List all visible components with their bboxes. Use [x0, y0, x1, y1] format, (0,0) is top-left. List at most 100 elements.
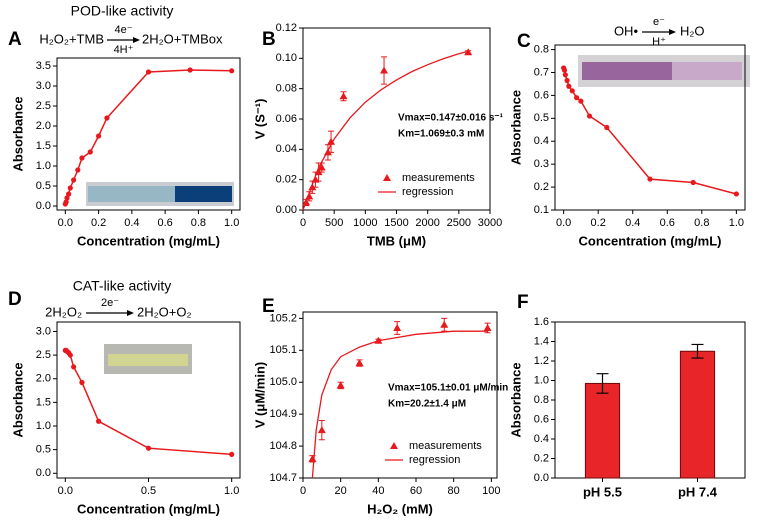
data-point [67, 352, 73, 358]
y-tick-label: 104.8 [269, 440, 297, 452]
legend-swatch [390, 442, 398, 449]
x-tick-label: 0.8 [191, 217, 206, 229]
legend-label: regression [402, 186, 453, 198]
data-point [95, 418, 102, 424]
y-tick-label: 3.0 [36, 325, 51, 337]
x-tick-label: 3000 [478, 217, 502, 229]
y-tick-label: 0.5 [36, 180, 51, 192]
y-tick-label: 105.0 [269, 376, 297, 388]
x-tick-label: 100 [482, 485, 500, 497]
y-tick-label: 2.5 [36, 349, 51, 361]
y-tick-label: 1.5 [36, 140, 51, 152]
arrow-head [669, 29, 676, 35]
y-tick-label: 0.02 [276, 174, 297, 186]
x-tick-label: 0.6 [157, 217, 172, 229]
y-tick-label: 0.2 [534, 181, 549, 193]
annotation: Km=1.069±0.3 mM [398, 129, 484, 140]
data-point [64, 195, 70, 201]
x-tick-label: pH 7.4 [678, 484, 718, 499]
y-tick-label: 105.2 [269, 312, 297, 324]
x-tick-label: 20 [335, 485, 347, 497]
data-point [71, 364, 77, 370]
y-tick-label: 0.0 [36, 467, 51, 479]
data-point [440, 320, 449, 328]
reaction-above: 2e⁻ [101, 297, 119, 309]
data-point [647, 176, 653, 182]
data-point [561, 67, 568, 73]
arrow-head [127, 310, 134, 316]
x-axis-label: Concentration (mg/mL) [579, 233, 722, 248]
data-point [578, 98, 584, 104]
data-point [75, 167, 81, 173]
y-axis-label: Absorbance [10, 96, 25, 171]
annotation: Vmax=105.1±0.01 μM/min [388, 383, 508, 394]
panel-letter: D [8, 289, 22, 310]
x-tick-label: 500 [325, 217, 343, 229]
inset-vials-dark [175, 186, 232, 202]
y-tick-label: 0.4 [534, 433, 549, 445]
panel-letter: F [517, 292, 529, 313]
data-point [66, 191, 72, 197]
reaction-above: e⁻ [653, 16, 665, 28]
error-bar [596, 373, 609, 394]
x-tick-label: 1000 [353, 217, 377, 229]
reaction-left: H₂O₂+TMB [39, 31, 104, 46]
x-tick-label: 0.0 [58, 217, 73, 229]
y-tick-label: 0.1 [534, 204, 549, 216]
plot-frame [554, 44, 746, 211]
y-tick-label: 0.2 [534, 452, 549, 464]
x-tick-label: 0 [300, 217, 306, 229]
y-tick-label: 0.00 [276, 204, 297, 216]
data-point [690, 179, 696, 186]
inset-vials [582, 62, 672, 80]
bar [584, 382, 621, 479]
x-tick-label: 0.2 [591, 217, 606, 229]
annotation: Km=20.2±1.4 μM [388, 399, 466, 410]
data-point [187, 67, 193, 73]
y-tick-label: 104.9 [269, 408, 297, 420]
legend-label: measurements [402, 172, 475, 184]
data-point [71, 177, 77, 183]
data-point [104, 115, 110, 121]
y-tick-label: 104.7 [269, 472, 297, 484]
data-point [63, 199, 69, 205]
reaction-right: 2H₂O+O₂ [137, 304, 192, 319]
y-tick-label: 2.0 [36, 373, 51, 385]
x-tick-label: pH 5.5 [583, 484, 622, 499]
x-tick-label: 0.8 [694, 217, 709, 229]
x-tick-label: 0.4 [124, 217, 139, 229]
y-tick-label: 0.08 [276, 83, 297, 95]
y-tick-label: 0.12 [276, 22, 297, 34]
data-point [317, 426, 326, 434]
y-tick-label: 105.1 [269, 344, 297, 356]
x-tick-label: 0 [300, 485, 306, 497]
data-point [566, 83, 572, 89]
y-tick-label: 0.6 [534, 413, 549, 425]
data-point [604, 124, 610, 131]
reaction-below: H⁺ [652, 36, 666, 48]
reaction-left: OH• [614, 23, 639, 38]
data-point [79, 155, 85, 161]
data-point [562, 72, 568, 78]
reaction-right: H₂O [680, 23, 705, 38]
data-point [586, 113, 593, 119]
y-tick-label: 1.0 [36, 160, 51, 172]
y-axis-label: V (μM/min) [252, 362, 267, 428]
data-point [355, 359, 364, 367]
x-tick-label: 2500 [447, 217, 471, 229]
data-point [339, 92, 348, 100]
data-point [229, 451, 235, 457]
panel: B 0.00 0.02 0.04 0.06 0.08 0.10 0.12 0 500 1000 150… [252, 22, 503, 249]
x-tick-label: 0.6 [660, 217, 675, 229]
panel: E 104.7 104.8 104.9 105.0 105.1 105.2 0 20 40 60 80… [252, 296, 508, 516]
y-tick-label: 2.5 [36, 100, 51, 112]
legend-swatch [383, 174, 391, 181]
y-tick-label: 0.3 [534, 158, 549, 170]
data-point [229, 68, 235, 74]
arrow-head [133, 37, 140, 43]
data-point [327, 137, 336, 145]
y-tick-label: 0.04 [276, 143, 297, 155]
x-tick-label: 1500 [384, 217, 408, 229]
y-tick-label: 0.8 [534, 43, 549, 55]
panel: C OH• e⁻ H⁺ H₂O 0.1 0.2 0.3 0.4 0.5 0.6 0.7 0.8 0.0 0.… [508, 16, 746, 248]
